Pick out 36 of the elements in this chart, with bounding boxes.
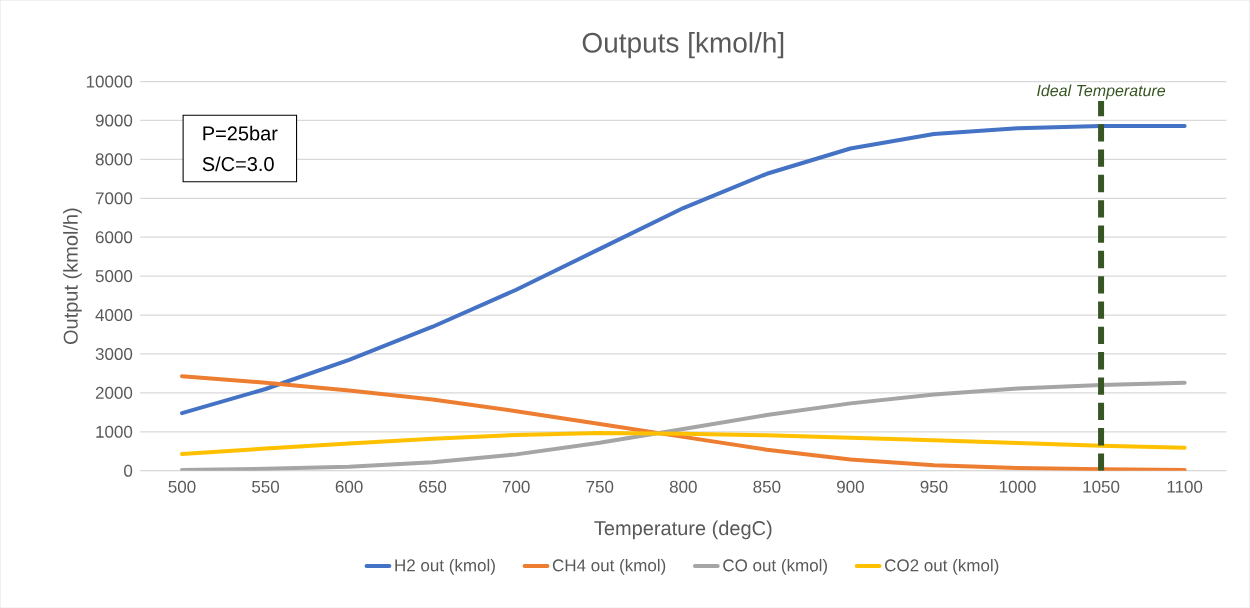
x-tick-label: 500	[168, 480, 196, 493]
x-tick-label: 550	[252, 480, 280, 493]
x-tick-label: 1000	[999, 480, 1036, 493]
y-tick-label: 3000	[95, 347, 133, 360]
legend-label: CO out (kmol)	[723, 558, 828, 575]
y-tick-label: 6000	[95, 231, 133, 244]
y-tick-label: 8000	[95, 153, 133, 166]
line-series	[179, 430, 1187, 456]
y-tick-label: 10000	[86, 75, 133, 88]
x-tick-label: 1050	[1083, 480, 1120, 493]
x-tick-label: 750	[586, 480, 614, 493]
y-axis-title: Output (kmol/h)	[63, 208, 82, 344]
line-series	[179, 123, 1187, 415]
chart-title: Outputs [kmol/h]	[582, 31, 784, 59]
y-tick-label: 2000	[95, 386, 133, 399]
y-tick-label: 5000	[95, 269, 133, 283]
y-tick-label: 1000	[96, 425, 133, 438]
x-tick-label: 1100	[1167, 480, 1203, 493]
x-axis-title: Temperature (degC)	[594, 520, 772, 540]
annotation: S/C=3.0	[202, 156, 274, 172]
x-tick-label: 800	[669, 480, 697, 493]
annotation: P=25bar	[203, 125, 278, 141]
x-tick-label: 850	[753, 480, 781, 493]
ref-line-label: Ideal Temperature	[1037, 84, 1166, 100]
legend-label: CH4 out (kmol)	[552, 558, 666, 575]
y-tick-label: 4000	[95, 308, 133, 321]
y-tick-label: 7000	[95, 192, 133, 205]
x-tick-label: 650	[419, 480, 447, 493]
x-tick-label: 950	[920, 480, 948, 493]
y-tick-label: 0	[124, 464, 133, 477]
x-tick-label: 900	[837, 480, 864, 493]
x-tick-label: 700	[502, 480, 530, 493]
legend-label: CO2 out (kmol)	[885, 558, 999, 575]
y-tick-label: 9000	[95, 114, 133, 127]
x-tick-label: 600	[335, 480, 363, 493]
legend-label: H2 out (kmol)	[395, 558, 495, 575]
